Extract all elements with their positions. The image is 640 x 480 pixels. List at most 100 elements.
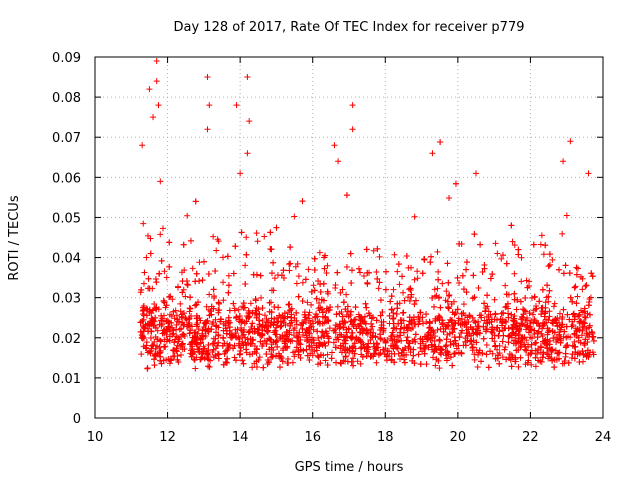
data-point — [171, 339, 178, 346]
data-point — [452, 350, 459, 357]
data-point — [171, 315, 178, 322]
data-point — [338, 360, 345, 367]
data-point — [256, 321, 263, 328]
data-point — [352, 304, 359, 311]
data-point — [482, 308, 489, 315]
data-point — [387, 298, 394, 305]
data-point — [264, 360, 271, 367]
data-point — [560, 333, 567, 340]
data-point — [318, 334, 325, 341]
data-point — [249, 320, 256, 327]
data-point — [356, 313, 363, 320]
data-point — [425, 336, 432, 343]
data-point — [297, 354, 304, 361]
data-point — [556, 331, 563, 338]
data-point — [323, 330, 330, 337]
data-point — [160, 297, 167, 304]
data-point — [225, 282, 232, 289]
data-point — [518, 342, 525, 349]
data-point — [356, 329, 363, 336]
data-point — [348, 318, 355, 325]
data-point — [311, 266, 318, 273]
data-point — [263, 316, 270, 323]
data-point — [536, 298, 543, 305]
data-point — [434, 326, 441, 333]
data-point — [271, 275, 278, 282]
data-point — [215, 299, 222, 306]
data-point — [546, 308, 553, 315]
data-point — [348, 329, 355, 336]
data-point — [253, 358, 260, 365]
data-point — [573, 271, 580, 278]
data-point — [322, 357, 329, 364]
data-point — [438, 346, 445, 353]
data-point — [205, 271, 212, 278]
data-point — [463, 266, 470, 273]
data-point — [566, 316, 573, 323]
data-point — [207, 357, 214, 364]
data-point — [351, 340, 358, 347]
data-point — [329, 349, 336, 356]
data-point — [449, 309, 456, 316]
data-point — [230, 300, 237, 307]
data-point — [454, 306, 461, 313]
data-point — [285, 301, 292, 308]
data-point — [213, 323, 220, 330]
data-point — [435, 268, 442, 275]
data-point — [360, 273, 367, 280]
data-point — [557, 335, 564, 342]
data-point — [246, 328, 253, 335]
data-point — [140, 220, 147, 227]
data-point — [489, 271, 496, 278]
data-point — [336, 310, 343, 317]
data-point — [553, 339, 560, 346]
data-point — [323, 270, 330, 277]
y-tick-label: 0.02 — [52, 332, 81, 347]
data-point — [176, 336, 183, 343]
data-point — [515, 246, 522, 253]
data-point — [398, 337, 405, 344]
data-point — [556, 355, 562, 362]
data-point — [261, 337, 268, 344]
data-point — [390, 286, 397, 293]
data-point — [437, 304, 444, 311]
data-point — [166, 337, 173, 344]
data-point — [205, 328, 212, 335]
data-point — [560, 306, 567, 313]
data-point — [293, 309, 300, 316]
data-point — [579, 286, 586, 293]
data-point — [511, 270, 518, 277]
data-point — [563, 334, 570, 341]
data-point — [357, 360, 364, 367]
data-point — [281, 310, 288, 317]
data-point — [292, 263, 299, 270]
data-point — [146, 306, 153, 313]
data-point — [542, 299, 549, 306]
data-point — [423, 311, 430, 318]
data-point — [436, 313, 443, 320]
data-point — [475, 349, 482, 356]
data-point — [210, 354, 217, 361]
data-point — [484, 292, 491, 299]
data-point — [237, 170, 244, 177]
data-point — [145, 328, 152, 335]
data-point — [454, 274, 461, 281]
data-point — [364, 330, 371, 337]
data-point — [380, 325, 387, 332]
data-point — [210, 233, 217, 240]
data-point — [586, 311, 593, 318]
data-point — [138, 286, 145, 293]
data-point — [148, 321, 155, 328]
data-point — [544, 345, 551, 352]
data-point — [518, 316, 525, 323]
data-point — [263, 328, 270, 335]
data-point — [220, 327, 227, 334]
data-point — [493, 316, 500, 323]
data-point — [192, 365, 199, 372]
data-point — [204, 126, 211, 133]
data-point — [386, 348, 393, 355]
data-point — [545, 263, 552, 270]
data-point — [463, 289, 470, 296]
data-point — [381, 351, 388, 358]
x-axis-label: GPS time / hours — [295, 460, 404, 475]
